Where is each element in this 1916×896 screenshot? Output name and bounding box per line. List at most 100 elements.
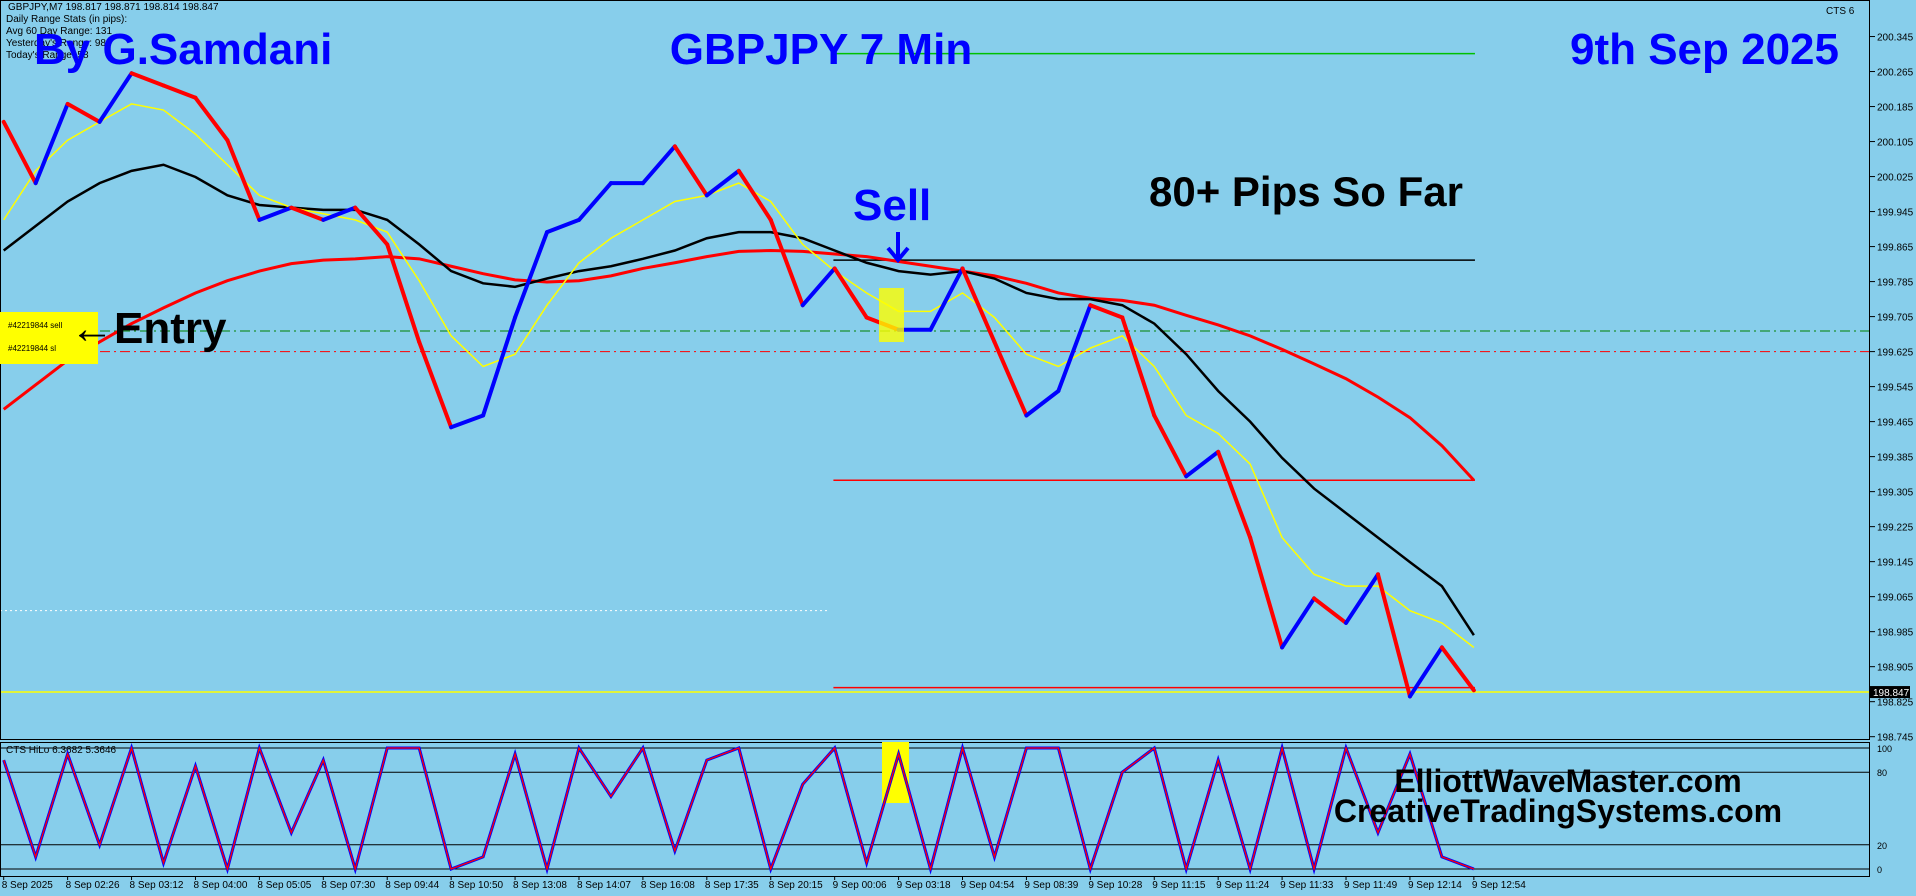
indicator-tick-label: 20 — [1877, 841, 1887, 851]
price-segment — [513, 230, 550, 320]
price-segment — [1439, 645, 1476, 693]
website: ElliottWaveMaster.com — [1394, 763, 1741, 799]
x-tick-label: 8 Sep 09:44 — [385, 880, 439, 891]
price-segment — [1312, 596, 1349, 625]
price-segment — [33, 101, 70, 186]
x-tick-label: 8 Sep 17:35 — [705, 880, 759, 891]
price-segment — [1120, 315, 1157, 418]
sell-arrow — [886, 232, 910, 264]
price-segment — [193, 95, 230, 143]
y-tick-label: 199.305 — [1877, 488, 1914, 499]
x-tick-label: 8 Sep 02:26 — [66, 880, 120, 891]
price-segment — [1184, 449, 1221, 479]
price-segment — [321, 205, 358, 222]
price-segment — [449, 413, 486, 430]
author: By G.Samdani — [34, 25, 332, 74]
y-tick-label: 198.745 — [1877, 733, 1914, 744]
price-segment — [1088, 303, 1125, 320]
price-segment — [960, 266, 997, 344]
price-segment — [385, 242, 422, 344]
price-segment — [129, 71, 166, 88]
price-segment — [576, 181, 613, 222]
price-segment — [1248, 535, 1285, 650]
y-tick-label: 200.025 — [1877, 173, 1914, 184]
x-tick-label: 9 Sep 08:39 — [1024, 880, 1078, 891]
x-tick-label: 9 Sep 03:18 — [897, 880, 951, 891]
stats-line: Yesterday's Range: 98 — [6, 38, 106, 49]
price-segment — [1407, 645, 1444, 699]
moving-average — [2, 163, 1475, 636]
website: CreativeTradingSystems.com — [1334, 793, 1782, 829]
price-segment — [928, 266, 965, 332]
price-segment — [640, 144, 677, 186]
x-tick-label: 9 Sep 10:28 — [1088, 880, 1142, 891]
price-segment — [257, 205, 294, 222]
y-tick-label: 199.785 — [1877, 278, 1914, 289]
stats-line: Daily Range Stats (in pips): — [6, 14, 127, 25]
current-price-label: 198.847 — [1873, 688, 1910, 699]
price-segment — [1375, 572, 1412, 699]
x-tick-label: 9 Sep 12:14 — [1408, 880, 1462, 891]
y-tick-label: 198.905 — [1877, 663, 1914, 674]
y-tick-label: 200.105 — [1877, 138, 1914, 149]
chart-title: GBPJPY 7 Min — [670, 25, 972, 74]
order-box — [0, 312, 98, 364]
indicator-title: CTS HiLo 6.3682 5.3646 — [6, 745, 117, 756]
y-tick-label: 199.465 — [1877, 418, 1914, 429]
highlight — [879, 288, 904, 342]
current-price-box — [1870, 686, 1910, 699]
price-segment — [1024, 388, 1061, 418]
indicator-tick-label: 100 — [1877, 744, 1892, 754]
x-tick-label: 8 Sep 04:00 — [193, 880, 247, 891]
y-tick-label: 199.385 — [1877, 453, 1914, 464]
price-segment — [161, 83, 198, 100]
moving-average — [3, 103, 1475, 649]
indicator-label: CTS 6 — [1826, 6, 1855, 17]
x-tick-label: 8 Sep 2025 — [2, 880, 54, 891]
price-segment — [545, 217, 581, 235]
y-tick-label: 199.945 — [1877, 208, 1914, 219]
y-tick-label: 199.545 — [1877, 383, 1914, 394]
price-segment — [1216, 449, 1253, 540]
x-tick-label: 8 Sep 07:30 — [321, 880, 375, 891]
y-tick-label: 199.705 — [1877, 313, 1914, 324]
date: 9th Sep 2025 — [1570, 25, 1839, 74]
y-tick-label: 200.185 — [1877, 103, 1914, 114]
y-tick-label: 199.145 — [1877, 558, 1914, 569]
price-segment — [992, 339, 1029, 418]
order-label: #42219844 sell — [8, 321, 62, 330]
y-tick-label: 199.865 — [1877, 243, 1914, 254]
y-tick-label: 198.985 — [1877, 628, 1914, 639]
indicator-tick-label: 80 — [1877, 768, 1887, 778]
x-tick-label: 8 Sep 03:12 — [130, 880, 184, 891]
price-segment — [1, 119, 38, 186]
price-segment — [1152, 413, 1189, 479]
symbol-info: GBPJPY,M7 198.817 198.871 198.814 198.84… — [8, 2, 219, 13]
price-segment — [225, 138, 262, 222]
x-tick-label: 8 Sep 05:05 — [257, 880, 311, 891]
price-segment — [417, 339, 454, 430]
x-tick-label: 9 Sep 11:24 — [1216, 880, 1270, 891]
x-tick-label: 8 Sep 14:07 — [577, 880, 631, 891]
indicator-frame — [0, 742, 1870, 877]
x-tick-label: 9 Sep 04:54 — [961, 880, 1015, 891]
x-tick-label: 8 Sep 10:50 — [449, 880, 503, 891]
price-segment — [800, 266, 837, 308]
y-tick-label: 199.625 — [1877, 348, 1914, 359]
price-segment — [65, 101, 102, 124]
price-segment — [672, 144, 709, 198]
result: 80+ Pips So Far — [1149, 168, 1463, 215]
y-tick-label: 200.345 — [1877, 33, 1914, 44]
stats-line: Today's Range: 58 — [6, 50, 89, 61]
x-tick-label: 9 Sep 11:49 — [1344, 880, 1398, 891]
x-tick-label: 8 Sep 13:08 — [513, 880, 567, 891]
y-tick-label: 198.825 — [1877, 698, 1914, 709]
price-segment — [97, 71, 134, 124]
price-segment — [1056, 303, 1093, 393]
x-tick-label: 8 Sep 16:08 — [641, 880, 695, 891]
sell-label: Sell — [853, 181, 931, 230]
y-tick-label: 199.065 — [1877, 593, 1914, 604]
price-segment — [1280, 596, 1317, 650]
